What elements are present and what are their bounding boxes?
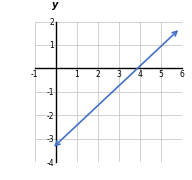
Text: y: y [52,0,59,10]
